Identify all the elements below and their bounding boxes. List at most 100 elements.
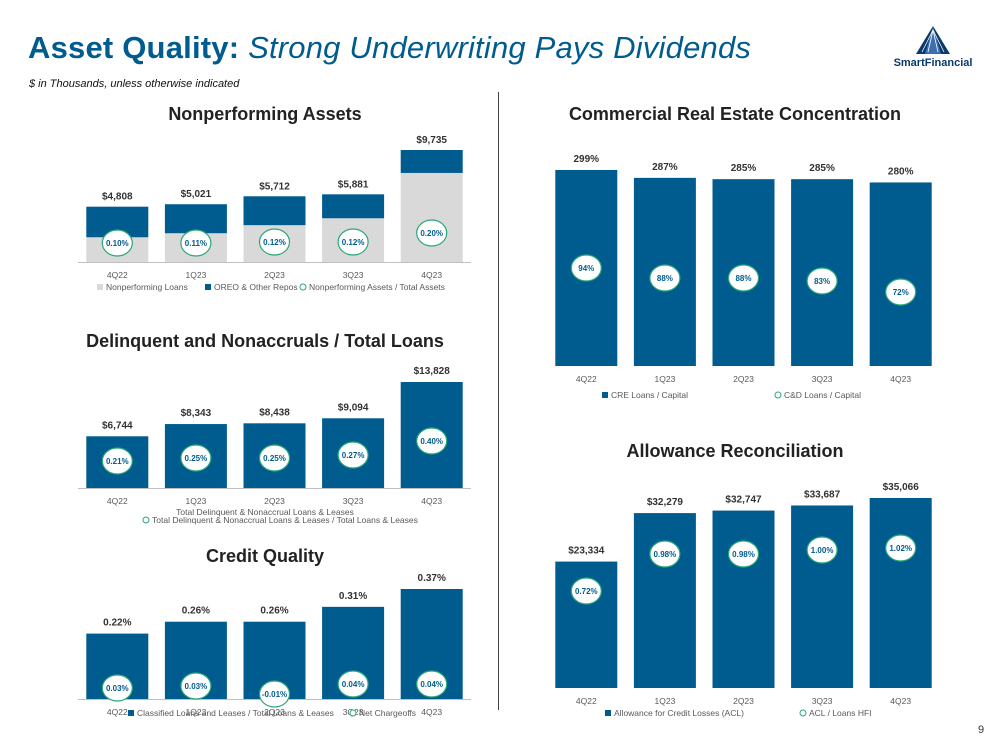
cre-value-label: 285% bbox=[809, 163, 835, 174]
npa-total-label: $5,021 bbox=[181, 189, 212, 200]
acl-bar bbox=[869, 498, 932, 688]
delinq-value-label: $6,744 bbox=[102, 420, 133, 431]
cre-category-label: 4Q23 bbox=[890, 374, 911, 384]
delinq-value-label: $13,828 bbox=[414, 366, 451, 377]
cre-legend-label: C&D Loans / Capital bbox=[784, 390, 861, 400]
page-subtitle: $ in Thousands, unless otherwise indicat… bbox=[29, 78, 240, 90]
npa-legend-marker bbox=[299, 283, 307, 291]
npa-total-label: $5,881 bbox=[338, 179, 369, 190]
credit-value-label: 0.37% bbox=[418, 573, 446, 584]
delinq-value-label: $8,438 bbox=[259, 407, 290, 418]
npa-ratio-label: 0.11% bbox=[185, 239, 207, 248]
cre-ratio-marker bbox=[885, 278, 917, 306]
credit-category-label: 2Q23 bbox=[264, 707, 285, 717]
acl-ratio-marker bbox=[727, 540, 760, 568]
logo-text: SmartFinancial bbox=[893, 57, 973, 69]
cre-bar bbox=[869, 182, 932, 366]
credit-ratio-label: -0.01% bbox=[262, 690, 287, 699]
credit-ratio-marker bbox=[337, 670, 369, 698]
delinq-ratio-marker bbox=[180, 444, 212, 472]
credit-value-label: 0.26% bbox=[260, 606, 288, 617]
credit-value-label: 0.22% bbox=[103, 618, 131, 629]
acl-value-label: $23,334 bbox=[568, 546, 605, 557]
cre-value-label: 299% bbox=[574, 154, 600, 165]
cre-ratio-label: 94% bbox=[578, 264, 594, 273]
npa-legend-label: OREO & Other Repos bbox=[214, 282, 298, 292]
cre-ratio-marker bbox=[806, 267, 838, 295]
acl-category-label: 4Q23 bbox=[890, 696, 911, 706]
npa-ratio-marker bbox=[258, 228, 291, 256]
npa-total-label: $5,712 bbox=[259, 181, 290, 192]
credit-ratio-marker bbox=[258, 680, 291, 708]
chart-title-delinquent: Delinquent and Nonaccruals / Total Loans bbox=[86, 331, 444, 351]
acl-value-label: $32,279 bbox=[647, 497, 684, 508]
cre-ratio-marker bbox=[727, 264, 760, 292]
credit-ratio-marker bbox=[101, 674, 133, 702]
npa-bar-oreo bbox=[400, 150, 463, 173]
cre-value-label: 280% bbox=[888, 166, 914, 177]
delinq-ratio-label: 0.27% bbox=[342, 451, 365, 460]
chart-title-npa: Nonperforming Assets bbox=[168, 104, 362, 124]
npa-legend-swatch bbox=[97, 284, 103, 290]
chart-title-acl: Allowance Reconciliation bbox=[626, 441, 844, 461]
cre-category-label: 3Q23 bbox=[812, 374, 833, 384]
credit-legend-label: Net Chargeoffs bbox=[359, 708, 416, 718]
npa-category-label: 4Q23 bbox=[421, 270, 442, 280]
cre-legend-marker bbox=[774, 391, 782, 399]
npa-ratio-marker bbox=[180, 229, 212, 257]
delinq-ratio-label: 0.25% bbox=[185, 454, 208, 463]
acl-ratio-marker bbox=[806, 536, 838, 564]
npa-ratio-marker bbox=[101, 229, 133, 257]
cre-ratio-label: 88% bbox=[735, 274, 751, 283]
npa-category-label: 3Q23 bbox=[343, 270, 364, 280]
credit-value-label: 0.26% bbox=[182, 606, 210, 617]
delinq-value-label: $9,094 bbox=[338, 402, 369, 413]
delinq-value-label: $8,343 bbox=[181, 408, 212, 419]
npa-bar-npl bbox=[400, 172, 463, 262]
acl-legend-label: Allowance for Credit Losses (ACL) bbox=[614, 708, 744, 718]
acl-category-label: 3Q23 bbox=[812, 696, 833, 706]
delinq-category-label: 3Q23 bbox=[343, 496, 364, 506]
company-logo: SmartFinancial bbox=[878, 24, 988, 69]
page-title: Asset Quality: Strong Underwriting Pays … bbox=[28, 30, 751, 66]
cre-value-label: 287% bbox=[652, 162, 678, 173]
delinq-category-label: 1Q23 bbox=[186, 496, 207, 506]
npa-ratio-label: 0.10% bbox=[106, 239, 129, 248]
npa-legend-label: Nonperforming Assets / Total Assets bbox=[309, 282, 445, 292]
acl-ratio-marker bbox=[570, 577, 602, 605]
acl-ratio-marker bbox=[885, 534, 917, 562]
credit-ratio-label: 0.03% bbox=[185, 682, 208, 691]
delinq-legend-marker bbox=[142, 516, 150, 524]
credit-category-label: 4Q22 bbox=[107, 707, 128, 717]
acl-bar bbox=[791, 505, 854, 688]
acl-ratio-label: 1.00% bbox=[811, 546, 834, 555]
delinq-category-label: 4Q23 bbox=[421, 496, 442, 506]
title-italic: Strong Underwriting Pays Dividends bbox=[248, 30, 752, 65]
delinq-legend-label: Total Delinquent & Nonaccrual Loans & Le… bbox=[152, 515, 418, 525]
cre-ratio-marker bbox=[570, 254, 602, 282]
acl-legend-marker bbox=[799, 709, 807, 717]
pyramid-icon bbox=[916, 26, 950, 54]
credit-legend-label: Classified Loans and Leases / Total Loan… bbox=[137, 708, 334, 718]
chart-title-credit-quality: Credit Quality bbox=[205, 546, 325, 566]
npa-ratio-marker bbox=[416, 219, 448, 247]
delinq-ratio-marker bbox=[337, 441, 369, 469]
title-bold: Asset Quality: bbox=[28, 30, 240, 65]
credit-ratio-label: 0.03% bbox=[106, 684, 129, 693]
acl-value-label: $33,687 bbox=[804, 489, 841, 500]
acl-category-label: 4Q22 bbox=[576, 696, 597, 706]
cre-category-label: 1Q23 bbox=[655, 374, 676, 384]
delinq-ratio-marker bbox=[416, 427, 448, 455]
cre-category-label: 2Q23 bbox=[733, 374, 754, 384]
acl-ratio-label: 0.72% bbox=[575, 587, 598, 596]
npa-bar-oreo bbox=[164, 204, 227, 234]
acl-value-label: $35,066 bbox=[883, 482, 920, 493]
delinq-ratio-marker bbox=[258, 444, 291, 472]
credit-category-label: 1Q23 bbox=[186, 707, 207, 717]
acl-bar bbox=[633, 513, 696, 688]
npa-category-label: 2Q23 bbox=[264, 270, 285, 280]
delinq-ratio-marker bbox=[101, 447, 133, 475]
acl-bar bbox=[712, 510, 775, 688]
delinq-category-label: 2Q23 bbox=[264, 496, 285, 506]
npa-legend-label: Nonperforming Loans bbox=[106, 282, 188, 292]
